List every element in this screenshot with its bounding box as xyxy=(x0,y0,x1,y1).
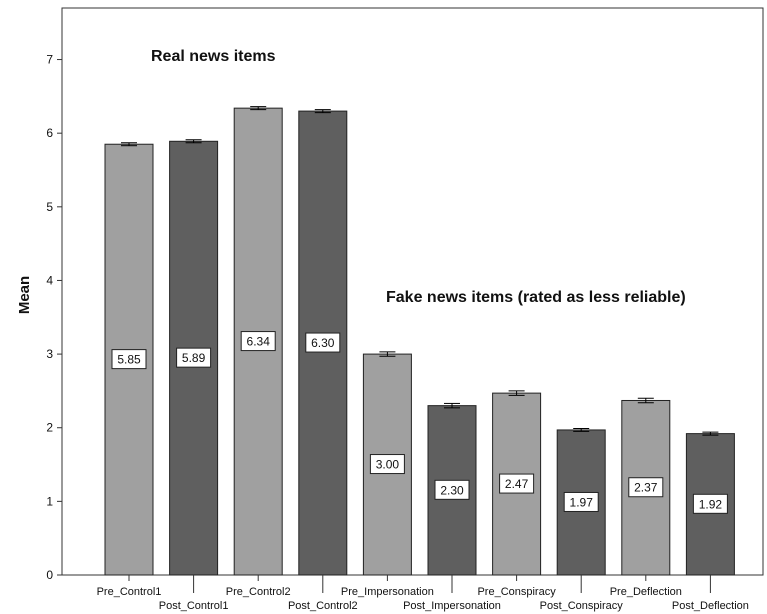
value-label-box xyxy=(176,347,212,368)
x-category-label: Pre_Impersonation xyxy=(341,586,434,598)
value-label: 2.47 xyxy=(505,477,529,491)
value-label: 1.92 xyxy=(699,497,723,511)
x-category-label: Pre_Control2 xyxy=(226,586,291,598)
value-label: 2.30 xyxy=(440,483,464,497)
y-tick-label: 7 xyxy=(46,53,53,67)
value-label: 6.30 xyxy=(311,336,335,350)
value-label-box xyxy=(305,332,341,353)
y-tick-label: 1 xyxy=(46,494,53,508)
value-label-box xyxy=(240,331,276,352)
y-tick-label: 0 xyxy=(46,568,53,582)
fake-news-annotation: Fake news items (rated as less reliable) xyxy=(386,289,686,306)
value-label-box xyxy=(499,473,535,494)
x-category-label: Pre_Conspiracy xyxy=(477,586,556,598)
y-tick-label: 3 xyxy=(46,347,53,361)
x-category-label: Pre_Deflection xyxy=(610,586,682,598)
x-category-label: Post_Deflection xyxy=(672,600,749,612)
y-tick-label: 5 xyxy=(46,200,53,214)
value-label: 2.37 xyxy=(634,481,658,495)
value-label-box xyxy=(369,454,405,475)
x-axis: Pre_Control1 Post_Control1 Pre_Control2 Pos… xyxy=(97,575,749,612)
value-label: 3.00 xyxy=(376,458,400,472)
x-category-label: Post_Conspiracy xyxy=(540,600,624,612)
real-news-annotation: Real news items xyxy=(151,48,276,65)
value-label-box xyxy=(692,493,728,514)
y-tick-label: 2 xyxy=(46,421,53,435)
x-category-label: Post_Control1 xyxy=(159,600,229,612)
value-label: 6.34 xyxy=(247,335,271,349)
value-label: 5.89 xyxy=(182,351,206,365)
y-tick-label: 6 xyxy=(46,126,53,140)
bars-group: 5.85 5.89 6.34 6.30 3.00 2.30 2.47 1.97 2.37 1.92 xyxy=(104,106,735,576)
y-tick-label: 4 xyxy=(46,273,53,287)
value-label-box xyxy=(434,479,470,500)
y-axis-label: Mean xyxy=(16,276,33,314)
value-label-box xyxy=(628,477,664,498)
x-category-label: Pre_Control1 xyxy=(97,586,162,598)
x-category-label: Post_Impersonation xyxy=(403,600,501,612)
x-category-label: Post_Control2 xyxy=(288,600,358,612)
value-label-box xyxy=(111,349,147,370)
y-axis: 0 1 2 3 4 5 6 7 xyxy=(46,53,62,582)
value-label: 5.85 xyxy=(117,353,141,367)
value-label: 1.97 xyxy=(570,495,594,509)
value-label-box xyxy=(563,491,599,512)
